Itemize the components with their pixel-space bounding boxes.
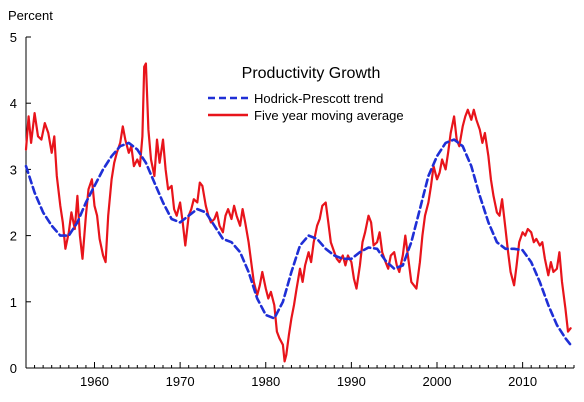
y-tick-label: 4 xyxy=(10,96,17,111)
x-tick-label: 2000 xyxy=(423,374,452,389)
y-tick-label: 3 xyxy=(10,162,17,177)
y-tick-label: 0 xyxy=(10,361,17,376)
ticks: 0 1 2 3 4 5 1960 1970 1980 1990 2000 2010 xyxy=(10,30,575,389)
x-tick-label: 1990 xyxy=(337,374,366,389)
series-moving-average-line xyxy=(24,62,572,363)
y-tick-label: 1 xyxy=(10,295,17,310)
y-axis-label: Percent xyxy=(8,8,53,23)
series-hp-trend-line xyxy=(24,138,572,347)
legend-label-hp-trend: Hodrick-Prescott trend xyxy=(254,91,383,106)
y-tick-label: 5 xyxy=(10,30,17,45)
legend: Hodrick-Prescott trend Five year moving … xyxy=(208,91,404,123)
x-tick-label: 1980 xyxy=(251,374,280,389)
x-tick-label: 1960 xyxy=(80,374,109,389)
series-layer xyxy=(24,62,572,363)
x-tick-label: 2010 xyxy=(508,374,537,389)
y-tick-label: 2 xyxy=(10,229,17,244)
x-tick-label: 1970 xyxy=(166,374,195,389)
legend-label-moving-average: Five year moving average xyxy=(254,108,404,123)
chart-title: Productivity Growth xyxy=(242,65,381,82)
